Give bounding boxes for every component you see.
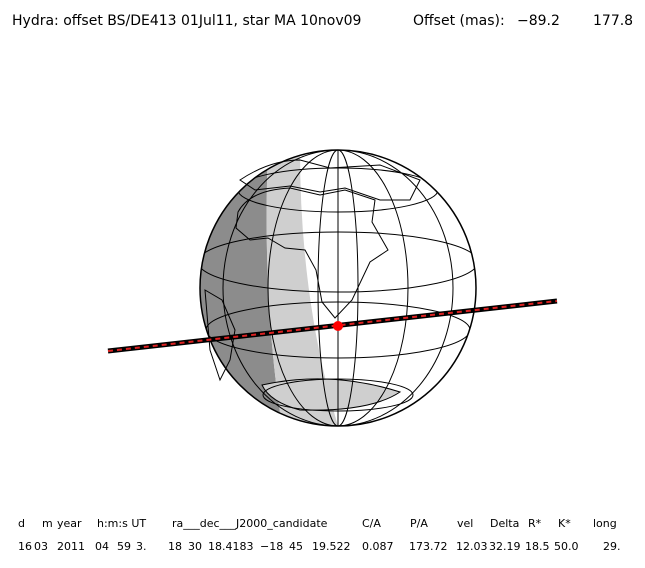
column-header: year <box>57 517 82 530</box>
cell: 16 <box>18 540 32 553</box>
cell: 32.19 <box>489 540 521 553</box>
shadow-center <box>107 300 558 352</box>
title: Hydra: offset BS/DE413 01Jul11, star MA … <box>12 13 362 29</box>
cell: 30 <box>188 540 202 553</box>
cell: 18.5 <box>525 540 550 553</box>
column-header: ra___dec___J2000_candidate <box>172 517 328 530</box>
offset-value: −89.2 <box>517 13 560 29</box>
south-america <box>204 289 236 382</box>
cell: 04 <box>95 540 109 553</box>
column-header: d <box>18 517 25 530</box>
cell: 173.72 <box>409 540 448 553</box>
cell: 59 <box>117 540 131 553</box>
column-header: K* <box>558 517 571 530</box>
cell: 29. <box>603 540 621 553</box>
column-header: m <box>42 517 53 530</box>
globe-outline <box>199 149 477 427</box>
cell: 18 <box>168 540 182 553</box>
event-point <box>333 321 343 331</box>
cell: 3. <box>136 540 147 553</box>
africa <box>235 187 389 319</box>
cell: 2011 <box>57 540 85 553</box>
column-header: C/A <box>362 517 381 530</box>
column-header: R* <box>528 517 542 530</box>
offset-label: Offset (mas): <box>413 13 505 29</box>
cell: 50.0 <box>554 540 579 553</box>
column-header: long <box>593 517 617 530</box>
cell: 45 <box>289 540 303 553</box>
cell: −18 <box>260 540 284 553</box>
column-header: h:m:s UT <box>97 517 147 530</box>
cell: 0.087 <box>362 540 394 553</box>
cell: 12.03 <box>456 540 488 553</box>
column-header: Delta <box>490 517 520 530</box>
cell: 18.4183 <box>208 540 254 553</box>
column-header: vel <box>457 517 474 530</box>
offset-value: 177.8 <box>593 13 634 29</box>
cell: 03 <box>34 540 48 553</box>
eurasia <box>239 159 421 201</box>
cell: 19.522 <box>312 540 351 553</box>
column-header: P/A <box>410 517 428 530</box>
